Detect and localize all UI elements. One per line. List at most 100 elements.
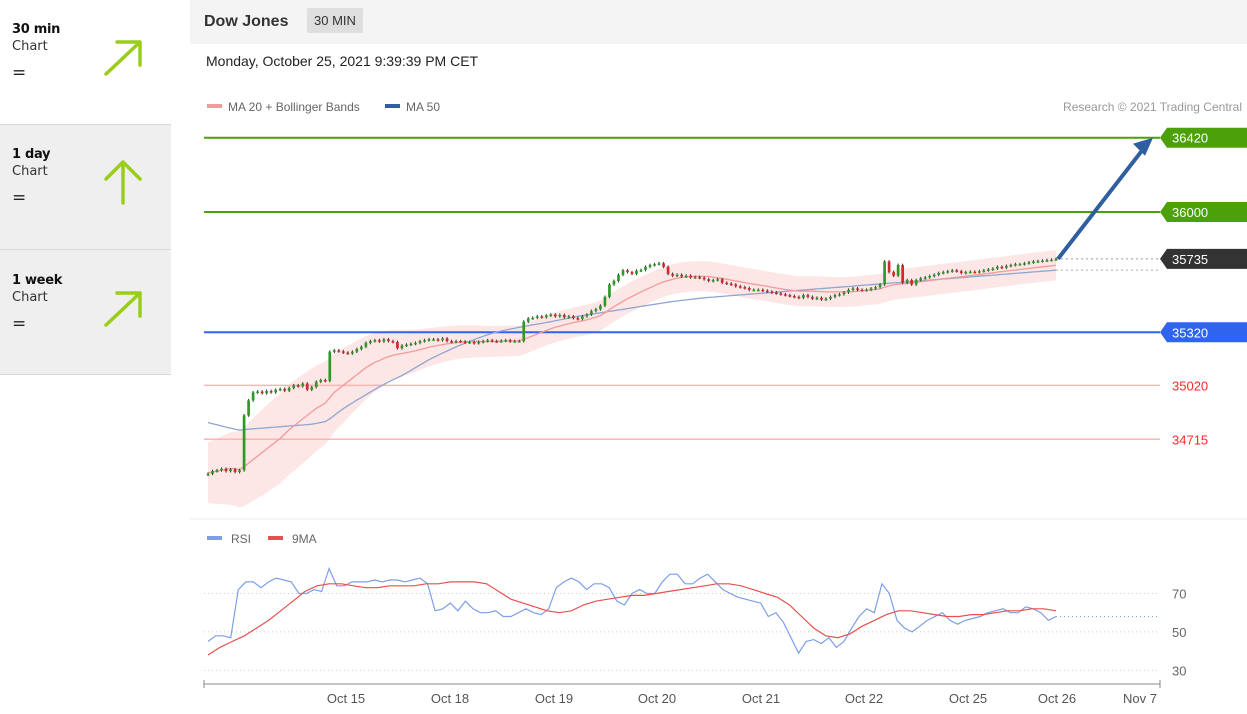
candle [878, 284, 882, 288]
x-tick-label: Oct 26 [1038, 691, 1076, 706]
candle [788, 295, 792, 297]
candle [743, 287, 747, 289]
candle [211, 471, 214, 474]
candle [319, 380, 323, 382]
candle [215, 470, 219, 472]
candle [301, 383, 305, 387]
candle [350, 351, 354, 354]
level-tag-36000 [1160, 201, 1247, 222]
timeframe-subtitle: Chart [12, 290, 48, 305]
ma20-line [207, 264, 1057, 474]
x-tick-label: Oct 18 [431, 691, 469, 706]
candle [590, 311, 593, 315]
candle [251, 392, 255, 401]
instrument-name: Dow Jones [204, 13, 289, 30]
candle [332, 350, 336, 352]
candle [680, 274, 683, 277]
candle [495, 341, 499, 343]
candle [468, 341, 471, 344]
level-label-35735: 35735 [1172, 252, 1208, 267]
rsi-tick-label-50: 50 [1172, 625, 1186, 640]
timeframe-item-1day[interactable]: 1 day Chart = [0, 125, 171, 250]
price-chart: MA 20 + Bollinger Bands MA 50 Research ©… [190, 100, 1247, 706]
candle [558, 314, 562, 317]
arrow-up-right-icon [104, 40, 142, 76]
timeframe-title: 1 week [12, 273, 63, 288]
candle [283, 388, 287, 391]
level-label-36000: 36000 [1172, 205, 1208, 220]
candle [973, 271, 977, 274]
level-tag-35735 [1160, 248, 1247, 269]
rsi-legend: RSI 9MA [207, 532, 317, 546]
candle [450, 341, 453, 343]
candle [910, 280, 914, 285]
chart-panel: Dow Jones 30 MIN Monday, October 25, 202… [190, 0, 1247, 714]
candle [400, 345, 404, 349]
candle [378, 340, 381, 342]
candle [396, 341, 399, 349]
candle [847, 289, 850, 293]
candle [950, 270, 954, 272]
candle [671, 273, 674, 276]
timeframe-item-30min[interactable]: 30 min Chart = [0, 0, 171, 125]
candle [707, 279, 711, 281]
candle [553, 314, 557, 317]
candle [220, 468, 223, 471]
candle [657, 263, 661, 265]
candle [824, 298, 828, 301]
candle [648, 265, 652, 267]
candle [360, 346, 363, 350]
rsi-ma-line [207, 581, 1057, 656]
candle [1054, 258, 1058, 261]
timeframe-badge[interactable]: 30 MIN [307, 8, 363, 33]
candle [784, 294, 787, 296]
ma20-legend-swatch [207, 104, 222, 108]
candle [1041, 260, 1044, 263]
candle [517, 341, 521, 343]
candle [666, 266, 670, 274]
timeframe-sidebar: 30 min Chart = 1 day Chart = 1 week Char… [0, 0, 171, 377]
candle [486, 340, 490, 342]
candle [459, 341, 462, 343]
candle [937, 273, 941, 275]
candle [883, 261, 886, 285]
candle [905, 280, 909, 283]
candle [630, 272, 634, 274]
candle [287, 387, 291, 391]
candle [305, 383, 309, 390]
candle [955, 270, 959, 272]
candle [432, 339, 435, 341]
candle [238, 470, 241, 473]
candle [599, 305, 602, 310]
candle [522, 321, 526, 342]
candle [986, 269, 990, 271]
timeframe-subtitle: Chart [12, 39, 48, 54]
candle [896, 265, 900, 276]
candle [635, 270, 638, 274]
candle [734, 284, 738, 287]
candle [504, 340, 508, 342]
candle [490, 340, 494, 342]
x-tick-label: Oct 22 [845, 691, 883, 706]
candle [260, 391, 264, 394]
candle [919, 278, 923, 281]
candle [1014, 264, 1017, 266]
candle [1050, 259, 1053, 262]
candle [838, 294, 841, 296]
candle [1005, 265, 1008, 268]
candle [928, 276, 932, 278]
research-credit: Research © 2021 Trading Central [1063, 100, 1242, 114]
candle [941, 272, 945, 274]
arrow-up-icon [104, 160, 142, 205]
timeframe-item-1week[interactable]: 1 week Chart = [0, 250, 171, 375]
timeframe-title: 30 min [12, 22, 61, 37]
x-axis: Oct 15 Oct 18 Oct 19 Oct 20 Oct 21 Oct 22 Oct … [203, 680, 1161, 706]
candle [693, 277, 697, 279]
candle [914, 280, 918, 285]
candle [968, 271, 972, 274]
candle [711, 280, 715, 282]
ma50-legend-swatch [385, 104, 400, 108]
candle [292, 385, 296, 388]
candle [644, 266, 647, 270]
trend-status: = [12, 314, 27, 334]
